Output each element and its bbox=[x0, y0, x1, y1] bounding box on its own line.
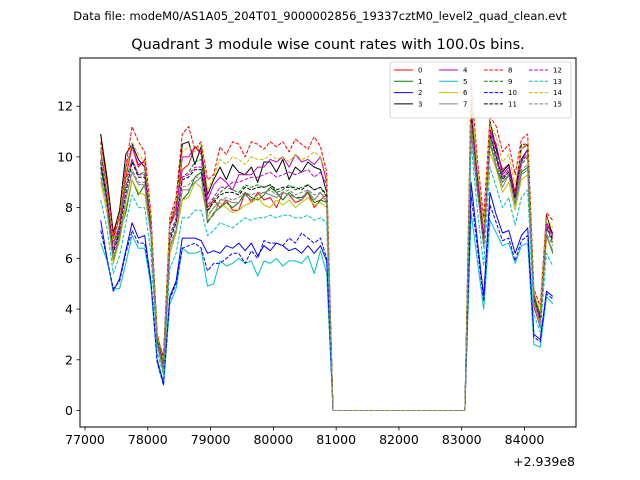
y-tick-label: 4 bbox=[65, 302, 73, 317]
x-tick-label: 84000 bbox=[505, 432, 545, 447]
series-line-10 bbox=[100, 194, 554, 411]
series-line-12 bbox=[100, 108, 554, 411]
x-tick-label: 83000 bbox=[442, 432, 482, 447]
x-tick-label: 79000 bbox=[191, 432, 231, 447]
legend-label-10: 10 bbox=[508, 89, 517, 97]
series-line-13 bbox=[100, 143, 554, 411]
legend-frame bbox=[389, 61, 572, 119]
legend-label-9: 9 bbox=[508, 78, 512, 86]
legend-label-3: 3 bbox=[418, 100, 422, 108]
y-tick-label: 8 bbox=[65, 200, 73, 215]
y-tick-label: 0 bbox=[65, 403, 73, 418]
series-line-14 bbox=[100, 90, 554, 411]
x-tick-label: 81000 bbox=[316, 432, 356, 447]
legend-label-15: 15 bbox=[553, 100, 562, 108]
x-offset-label: +2.939e8 bbox=[513, 454, 575, 469]
series-line-11 bbox=[100, 110, 554, 411]
axes-layer: 77000 78000 79000 80000 81000 82000 83000 84000… bbox=[57, 57, 577, 447]
legend-label-2: 2 bbox=[418, 89, 422, 97]
legend-label-12: 12 bbox=[553, 67, 562, 75]
legend-label-1: 1 bbox=[418, 78, 422, 86]
y-tick-label: 12 bbox=[57, 99, 73, 114]
legend-label-13: 13 bbox=[553, 78, 562, 86]
legend-label-8: 8 bbox=[508, 67, 512, 75]
legend-label-11: 11 bbox=[508, 100, 517, 108]
legend-label-14: 14 bbox=[553, 89, 562, 97]
y-tick-label: 2 bbox=[65, 352, 73, 367]
series-line-15 bbox=[100, 123, 554, 411]
plot-frame bbox=[79, 57, 577, 428]
y-tick-label: 6 bbox=[65, 251, 73, 266]
chart-title: Quadrant 3 module wise count rates with … bbox=[131, 37, 525, 53]
series-layer bbox=[100, 82, 554, 411]
legend-label-4: 4 bbox=[463, 67, 468, 75]
legend-label-0: 0 bbox=[418, 67, 422, 75]
data-file-suptitle: Data file: modeM0/AS1A05_204T01_90000028… bbox=[73, 9, 567, 23]
legend-label-7: 7 bbox=[463, 100, 467, 108]
y-tick-label: 10 bbox=[57, 149, 73, 164]
x-tick-label: 77000 bbox=[65, 432, 105, 447]
x-tick-label: 78000 bbox=[128, 432, 168, 447]
x-tick-label: 82000 bbox=[379, 432, 419, 447]
legend-label-6: 6 bbox=[463, 89, 468, 97]
legend-label-5: 5 bbox=[463, 78, 467, 86]
x-tick-label: 80000 bbox=[253, 432, 293, 447]
